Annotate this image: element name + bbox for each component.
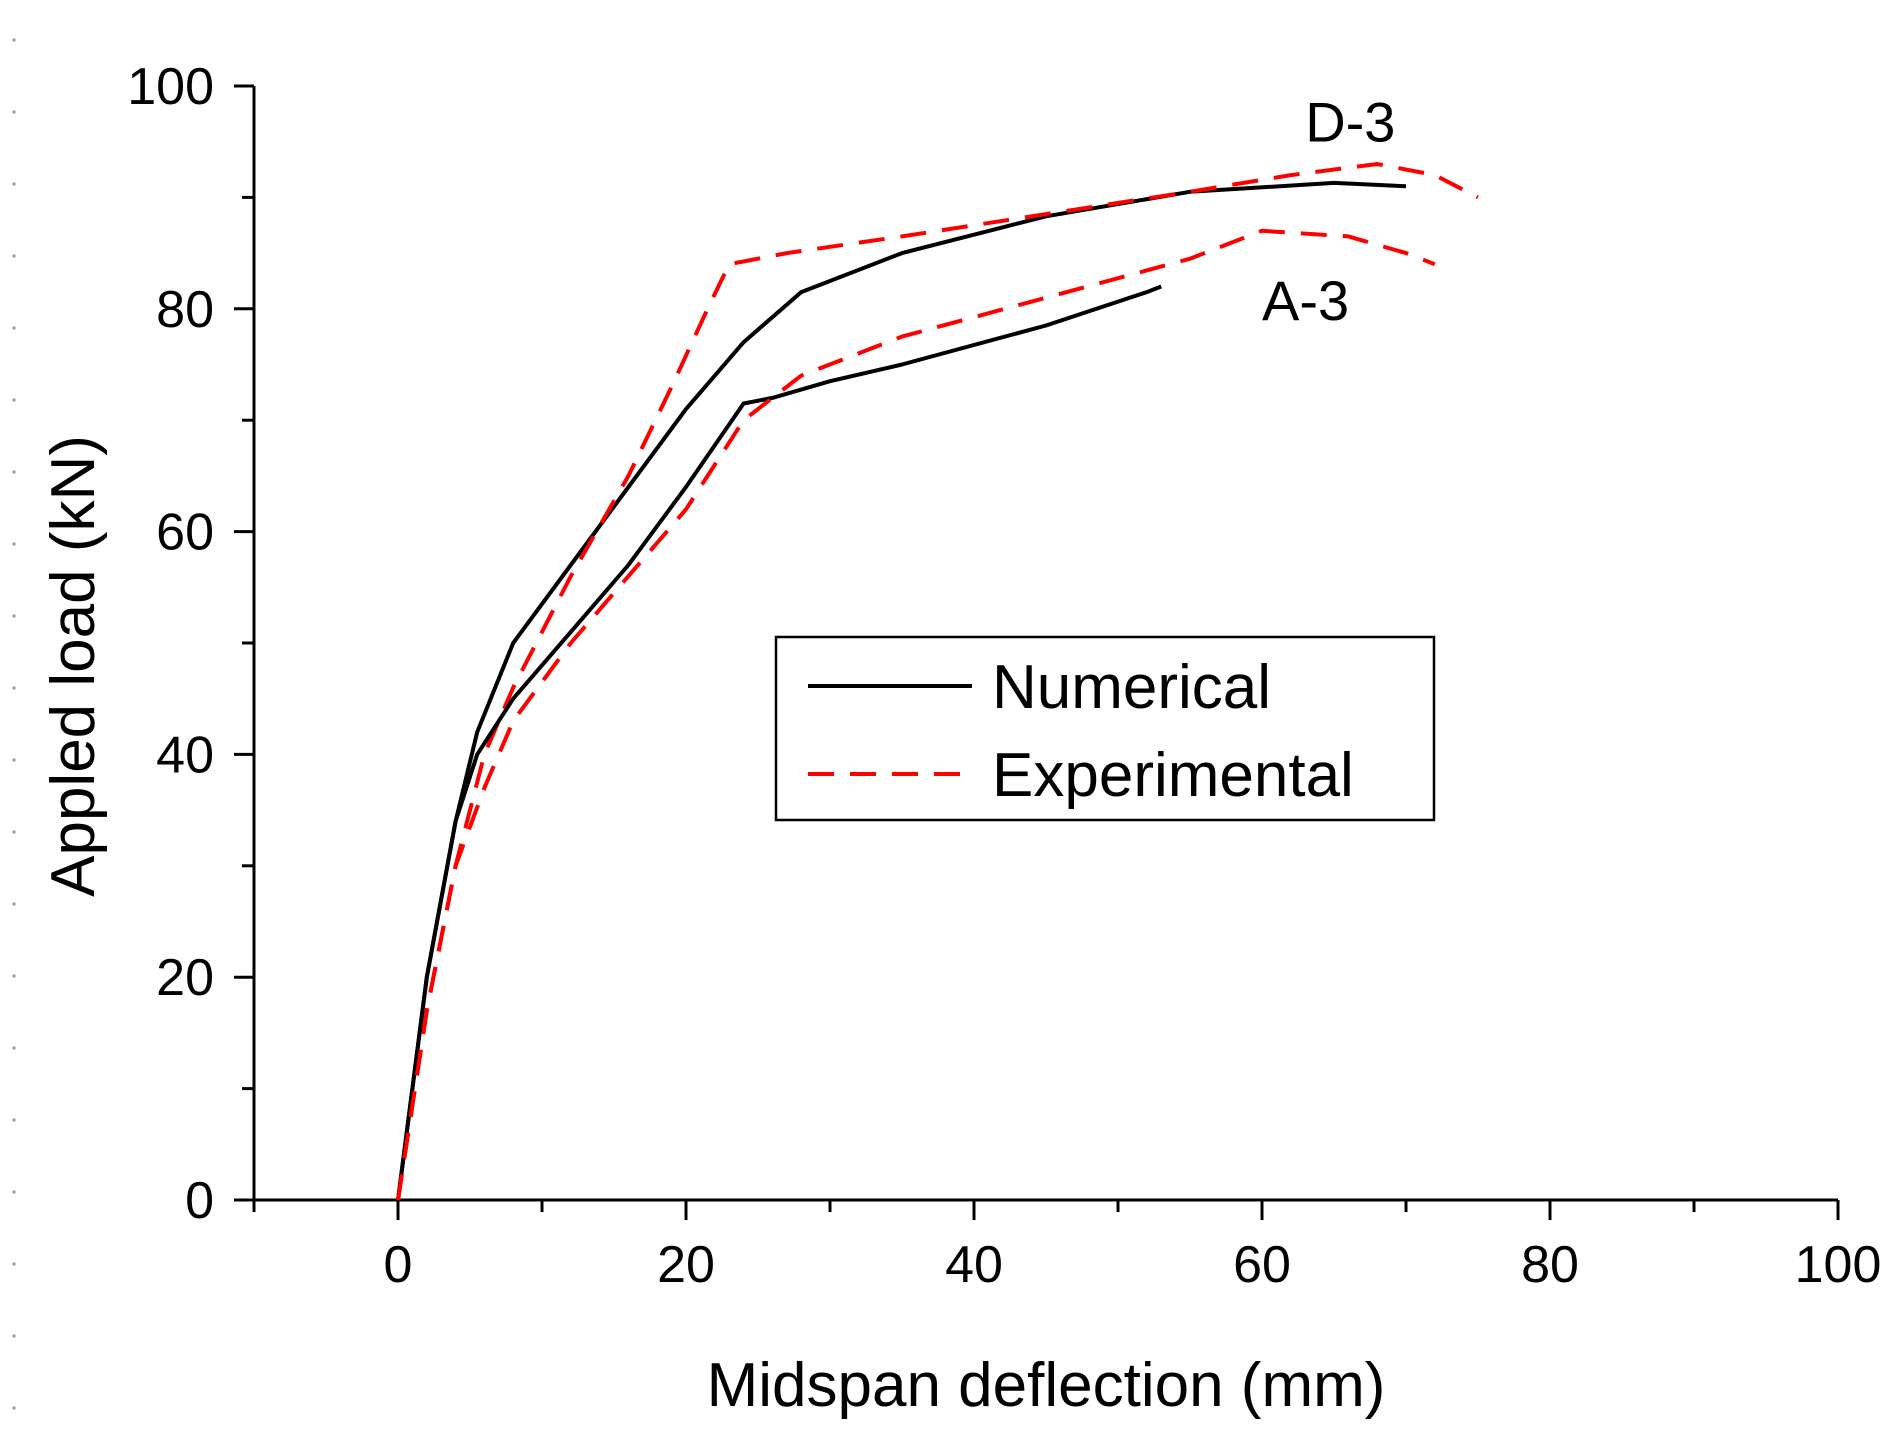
- legend-box: [774, 635, 1436, 822]
- series-line-a-3-experimental: [396, 228, 1436, 1201]
- x-tick-label: 0: [384, 1236, 413, 1294]
- y-tick-label: 60: [156, 504, 214, 562]
- edge-dot: [12, 1190, 16, 1194]
- y-tick-label: 20: [156, 949, 214, 1007]
- series-group: [396, 162, 1479, 1201]
- series-line-a-3-numerical: [396, 284, 1162, 1201]
- series-line-d-3-experimental: [396, 162, 1479, 1201]
- y-tick-label: 40: [156, 726, 214, 784]
- edge-dot: [12, 830, 16, 834]
- edge-dot: [12, 254, 16, 258]
- y-tick-label: 0: [185, 1172, 214, 1230]
- x-axis-title: Midspan deflection (mm): [707, 1351, 1386, 1420]
- x-ticks: 0 20 40 60 80 100: [252, 1200, 1882, 1294]
- edge-dot: [12, 1118, 16, 1122]
- y-ticks: 0 20 40 60 80 100: [127, 58, 254, 1230]
- edge-dot: [12, 38, 16, 42]
- edge-dot: [12, 1046, 16, 1050]
- edge-dot: [12, 398, 16, 402]
- annotation-d3: D-3: [1305, 91, 1395, 154]
- edge-dot: [12, 1406, 16, 1410]
- edge-dot: [12, 1262, 16, 1266]
- y-tick-label: 100: [127, 58, 214, 116]
- edge-dot: [12, 1334, 16, 1338]
- x-tick-label: 100: [1795, 1236, 1882, 1294]
- edge-dot: [12, 902, 16, 906]
- edge-dot: [12, 470, 16, 474]
- legend: Numerical Experimental: [774, 635, 1436, 822]
- edge-dot: [12, 758, 16, 762]
- legend-experimental-label: Experimental: [992, 741, 1354, 810]
- y-tick-label: 80: [156, 281, 214, 339]
- edge-dot: [12, 110, 16, 114]
- annotation-a3: A-3: [1262, 269, 1349, 332]
- edge-dot: [12, 974, 16, 978]
- x-tick-label: 40: [945, 1236, 1003, 1294]
- edge-dot: [12, 182, 16, 186]
- edge-dot: [12, 542, 16, 546]
- x-tick-label: 60: [1233, 1236, 1291, 1294]
- series-line-d-3-numerical: [396, 180, 1407, 1201]
- edge-dot: [12, 686, 16, 690]
- left-edge-dotted-border: [12, 38, 16, 1410]
- y-axis-title: Appled load (kN): [39, 435, 108, 897]
- legend-numerical-label: Numerical: [992, 653, 1271, 722]
- x-tick-label: 80: [1521, 1236, 1579, 1294]
- edge-dot: [12, 614, 16, 618]
- edge-dot: [12, 326, 16, 330]
- x-tick-label: 20: [657, 1236, 715, 1294]
